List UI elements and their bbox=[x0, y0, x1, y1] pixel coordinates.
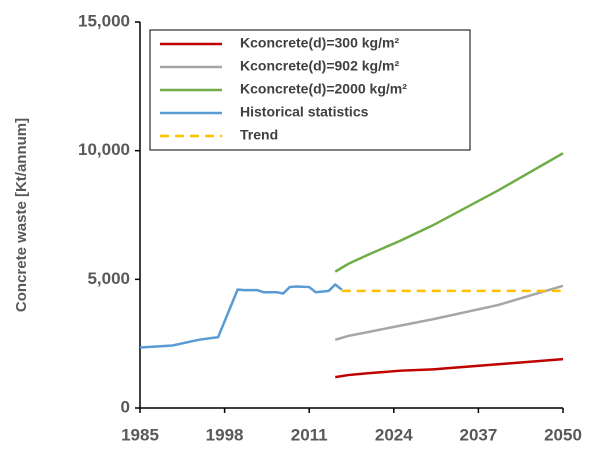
data-line bbox=[334, 284, 564, 342]
data-line bbox=[334, 152, 564, 273]
x-tick-label: 2024 bbox=[375, 425, 413, 444]
x-tick-label: 2037 bbox=[459, 425, 497, 444]
y-axis-label: Concrete waste [Kt/annum] bbox=[13, 118, 30, 312]
x-tick-label: 1985 bbox=[121, 425, 159, 444]
data-line bbox=[139, 282, 343, 349]
y-tick-label: 15,000 bbox=[78, 11, 130, 30]
x-tick-label: 1998 bbox=[206, 425, 244, 444]
y-tick-label: 10,000 bbox=[78, 140, 130, 159]
y-tick-label: 5,000 bbox=[87, 269, 130, 288]
legend-label: Historical statistics bbox=[240, 104, 369, 120]
legend-label: Kconcrete(d)=300 kg/m² bbox=[240, 35, 399, 51]
legend-label: Trend bbox=[240, 127, 278, 143]
x-tick-label: 2050 bbox=[544, 425, 582, 444]
legend-label: Kconcrete(d)=902 kg/m² bbox=[240, 58, 399, 74]
legend-label: Kconcrete(d)=2000 kg/m² bbox=[240, 81, 407, 97]
data-line bbox=[335, 357, 564, 379]
x-tick-label: 2011 bbox=[291, 425, 328, 444]
y-tick-label: 0 bbox=[121, 397, 130, 416]
